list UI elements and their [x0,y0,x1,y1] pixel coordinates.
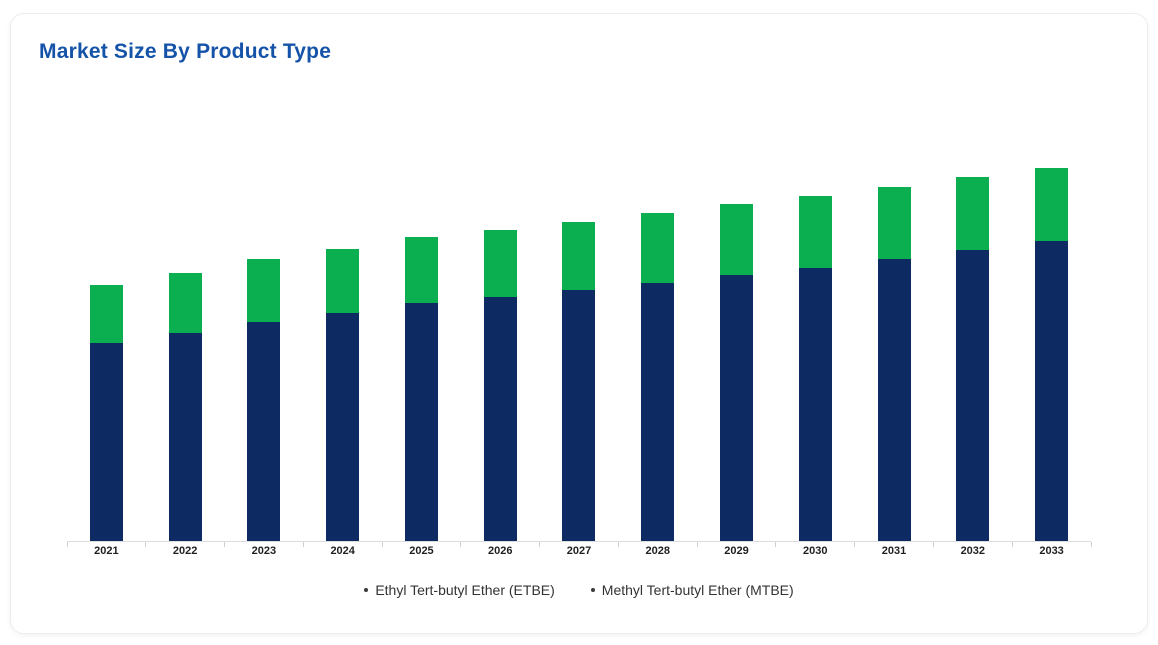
stacked-bar-2023[interactable] [247,141,281,541]
bar-segment-mtbe-2026[interactable] [483,297,517,541]
x-axis-tick [66,542,68,547]
x-axis-label-2032: 2032 [960,545,986,557]
legend-label: Ethyl Tert-butyl Ether (ETBE) [375,582,555,598]
bar-segment-etbe-2025[interactable] [404,237,438,303]
x-axis-label-2022: 2022 [172,545,198,557]
x-axis-label-2026: 2026 [487,545,513,557]
x-axis-label-2031: 2031 [881,545,907,557]
stacked-bar-2032[interactable] [956,141,990,541]
x-axis-label-2028: 2028 [645,545,670,557]
x-axis-label-2030: 2030 [803,545,828,557]
stacked-bar-2033[interactable] [1035,141,1069,541]
bar-segment-etbe-2023[interactable] [247,259,281,322]
x-axis-tick [145,542,147,547]
bar-segment-mtbe-2033[interactable] [1035,241,1069,541]
bar-segment-mtbe-2030[interactable] [798,268,832,541]
x-axis-tick [460,542,462,547]
x-axis-label-2024: 2024 [330,545,355,557]
category-slot-2033 [1012,141,1091,541]
legend-bullet-icon [364,588,369,592]
chart-legend: Ethyl Tert-butyl Ether (ETBE) Methyl Tert… [11,582,1147,598]
bar-segment-mtbe-2024[interactable] [326,313,360,541]
bar-segment-etbe-2021[interactable] [89,285,123,343]
category-slot-2030 [776,141,855,541]
x-axis-tick [932,542,934,547]
x-axis-label-2027: 2027 [566,545,592,557]
stacked-bar-chart: 2021 2022 2023 2024 2025 2026 2027 2028 2029 2030… [66,141,1092,557]
x-axis-label-2021: 2021 [94,545,119,557]
legend-label: Methyl Tert-butyl Ether (MTBE) [601,582,794,598]
category-slot-2022 [146,141,225,541]
x-axis-tick [854,542,856,547]
x-axis-tick [1011,542,1013,547]
legend-item-etbe[interactable]: Ethyl Tert-butyl Ether (ETBE) [364,582,555,598]
category-slot-2029 [697,141,776,541]
stacked-bar-2026[interactable] [483,141,517,541]
bar-segment-mtbe-2023[interactable] [247,322,281,541]
x-axis-tick [1090,542,1092,547]
category-slot-2026 [461,141,540,541]
x-axis-tick [302,542,304,547]
x-axis-labels: 2021 2022 2023 2024 2025 2026 2027 2028 2029 2030… [67,545,1091,557]
stacked-bar-2022[interactable] [168,141,202,541]
category-slot-2028 [618,141,697,541]
category-slot-2031 [855,141,934,541]
bar-segment-etbe-2024[interactable] [326,249,360,313]
stacked-bar-2027[interactable] [562,141,596,541]
bar-segment-etbe-2030[interactable] [798,196,832,268]
x-axis-tick [224,542,226,547]
legend-item-mtbe[interactable]: Methyl Tert-butyl Ether (MTBE) [590,582,794,598]
bar-segment-etbe-2029[interactable] [720,204,753,275]
bar-segment-mtbe-2029[interactable] [720,275,753,541]
legend-bullet-icon [590,588,595,592]
chart-card: Market Size By Product Type 2021 2022 2023… [10,13,1148,634]
stacked-bar-2028[interactable] [641,141,675,541]
x-axis-tick [617,542,619,547]
category-slot-2021 [67,141,146,541]
bar-segment-etbe-2022[interactable] [168,273,202,333]
bar-segment-mtbe-2025[interactable] [404,303,438,541]
x-axis-tick [539,542,541,547]
category-slot-2032 [933,141,1012,541]
stacked-bar-2029[interactable] [720,141,753,541]
bar-segment-mtbe-2031[interactable] [877,259,911,541]
bar-segment-etbe-2033[interactable] [1035,168,1069,241]
bar-segment-etbe-2026[interactable] [483,230,517,297]
bar-segment-etbe-2031[interactable] [877,187,911,259]
x-axis-label-2029: 2029 [724,545,749,557]
bar-segment-etbe-2032[interactable] [956,177,990,250]
x-axis-tick [696,542,698,547]
plot-area [67,141,1091,541]
bar-segment-etbe-2028[interactable] [641,213,675,283]
bar-segment-mtbe-2027[interactable] [562,290,596,541]
category-slot-2027 [540,141,619,541]
x-axis-label-2025: 2025 [409,545,434,557]
stacked-bar-2030[interactable] [798,141,832,541]
bar-segment-mtbe-2021[interactable] [89,343,123,541]
x-axis-label-2033: 2033 [1039,545,1064,557]
stacked-bar-2021[interactable] [89,141,123,541]
x-axis-line [67,541,1091,542]
x-axis-tick [775,542,777,547]
category-slot-2025 [382,141,461,541]
stacked-bar-2024[interactable] [326,141,360,541]
category-slot-2024 [303,141,382,541]
x-axis-label-2023: 2023 [251,545,277,557]
chart-title: Market Size By Product Type [39,40,332,63]
x-axis-tick [381,542,383,547]
bar-segment-mtbe-2022[interactable] [168,333,202,541]
stacked-bar-2025[interactable] [404,141,438,541]
bar-segment-mtbe-2032[interactable] [956,250,990,541]
stacked-bar-2031[interactable] [877,141,911,541]
bar-segment-etbe-2027[interactable] [562,222,596,290]
bar-segment-mtbe-2028[interactable] [641,283,675,541]
category-slot-2023 [225,141,304,541]
